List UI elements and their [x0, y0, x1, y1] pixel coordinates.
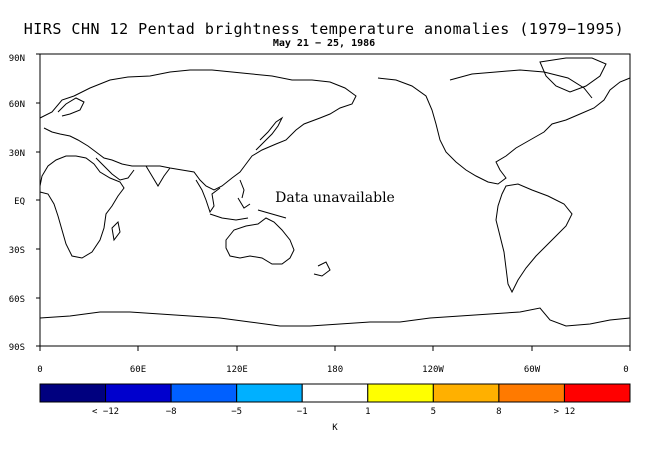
japan — [255, 116, 284, 151]
south-america-coast — [495, 183, 573, 294]
lon-label: 120W — [422, 365, 444, 375]
lon-label: 60W — [524, 365, 541, 375]
data-unavailable-message: Data unavailable — [275, 190, 395, 206]
colorbar-swatch — [432, 383, 500, 403]
map-title: HIRS CHN 12 Pentad brightness temperatur… — [23, 20, 625, 38]
colorbar-swatch — [105, 383, 172, 403]
africa-coast — [39, 155, 125, 259]
colorbar-swatch — [563, 383, 631, 403]
lon-label: 0 — [623, 365, 628, 375]
colorbar-label: −1 — [297, 407, 308, 417]
colorbar-swatch — [498, 383, 565, 403]
indochina-coast — [195, 179, 221, 214]
indonesia-islands — [209, 197, 287, 221]
lat-label: 30N — [9, 149, 25, 159]
colorbar-labels: < −12 −8 −5 −1 1 5 8 > 12 — [92, 407, 575, 417]
antarctica-coast — [39, 307, 631, 327]
philippines — [239, 179, 245, 199]
lon-label: 0 — [37, 365, 42, 375]
lon-label: 60E — [130, 365, 146, 375]
colorbar-label: −8 — [166, 407, 177, 417]
lon-axis: 0 60E 120E 180 120W 60W 0 — [37, 346, 631, 375]
colorbar-swatch — [236, 383, 303, 403]
lat-label: 60S — [9, 295, 25, 305]
colorbar-unit: K — [332, 423, 338, 433]
colorbar — [39, 383, 631, 403]
colorbar-label: < −12 — [92, 407, 119, 417]
north-america-inner — [449, 69, 593, 99]
colorbar-label: −5 — [231, 407, 242, 417]
arabia-coast — [95, 157, 135, 181]
colorbar-label: > 12 — [554, 407, 576, 417]
lat-label: 60N — [9, 100, 25, 110]
map-subtitle: May 21 − 25, 1986 — [272, 38, 376, 49]
lat-label: 90N — [9, 54, 25, 64]
lat-label: 30S — [9, 246, 25, 256]
colorbar-label: 1 — [365, 407, 370, 417]
lat-label: EQ — [14, 197, 25, 207]
colorbar-label: 5 — [431, 407, 436, 417]
colorbar-label: 8 — [496, 407, 501, 417]
colorbar-swatch — [301, 383, 369, 403]
australia-coast — [225, 217, 295, 265]
lon-label: 120E — [226, 365, 248, 375]
new-zealand — [313, 261, 331, 277]
lon-label: 180 — [327, 365, 343, 375]
madagascar — [111, 220, 121, 242]
eurasia-coast — [39, 69, 357, 191]
colorbar-swatch — [170, 383, 238, 403]
coastlines — [39, 57, 631, 327]
scandinavia-coast — [57, 97, 85, 117]
north-america-coast — [377, 77, 631, 185]
lat-axis: 90N 60N 30N EQ 30S 60S 90S — [9, 53, 40, 353]
india-coast — [145, 165, 171, 187]
greenland — [539, 57, 607, 93]
colorbar-swatch — [367, 383, 434, 403]
colorbar-swatch — [39, 383, 107, 403]
lat-label: 90S — [9, 343, 25, 353]
